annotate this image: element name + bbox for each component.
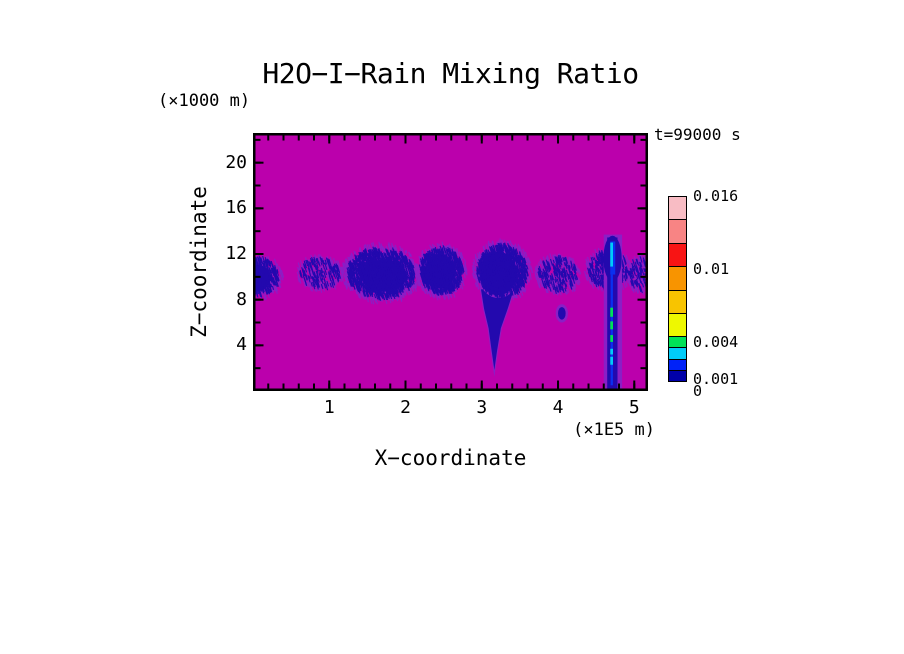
colorbar [668,196,687,382]
colorbar-segment [668,266,687,291]
x-tick-label: 3 [476,397,488,418]
colorbar-segment [668,312,687,338]
y-axis-unit: (×1000 m) [158,91,251,111]
colorbar-segment [668,196,687,221]
colorbar-label: 0.001 [693,369,739,388]
x-tick-label: 4 [552,397,564,418]
x-tick-label: 5 [628,397,640,418]
y-axis-label: Z−coordinate [187,186,211,338]
colorbar-segment [668,289,687,314]
y-tick-label: 12 [225,243,247,264]
x-tick-label: 2 [400,397,411,418]
time-annotation: t=99000 s [654,125,741,144]
plot-title: H2O−I−Rain Mixing Ratio [262,57,639,90]
heatmap-canvas [253,133,648,391]
y-tick-label: 20 [225,151,247,173]
colorbar-label: 0.004 [693,333,739,352]
x-axis-unit: (×1E5 m) [573,420,655,440]
y-tick-label: 4 [236,334,247,356]
colorbar-label: 0.01 [693,260,730,279]
colorbar-segment [668,242,687,268]
colorbar-label: 0.016 [693,187,739,205]
y-tick-label: 16 [225,197,247,219]
colorbar-segment [668,219,687,244]
colorbar-segment [668,369,687,382]
colorbar-label: 0 [693,382,703,400]
y-tick-label: 8 [236,288,247,310]
x-tick-label: 1 [323,397,335,418]
x-axis-label: X−coordinate [374,446,527,470]
